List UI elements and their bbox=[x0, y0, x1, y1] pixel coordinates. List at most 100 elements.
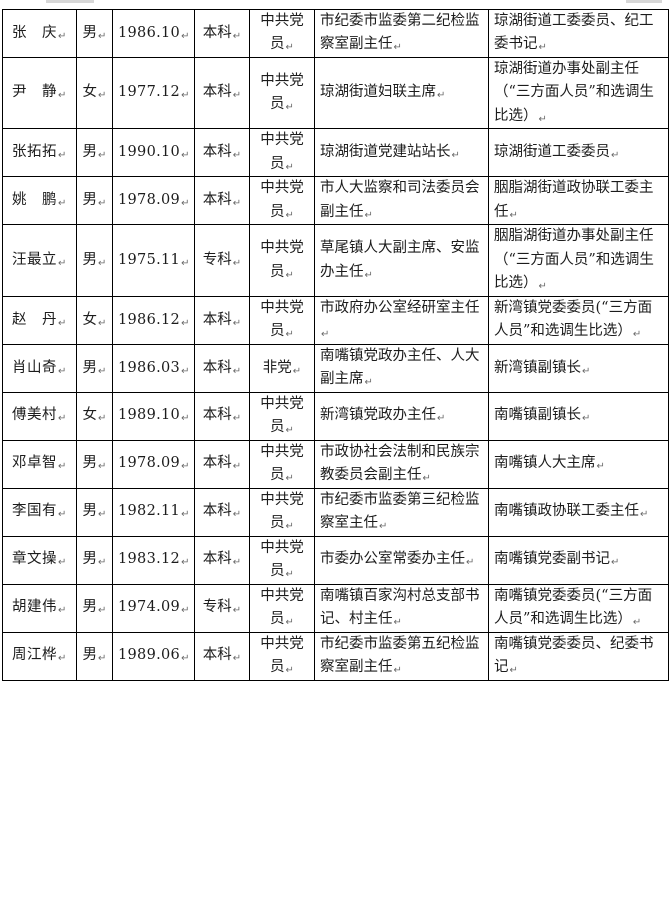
cell-text: 南嘴镇政协联工委主任 bbox=[494, 503, 639, 520]
paragraph-return-icon: ↵ bbox=[582, 365, 591, 377]
cell-birth: 1974.09↵ bbox=[112, 583, 195, 633]
paragraph-return-icon: ↵ bbox=[98, 509, 107, 521]
paragraph-return-icon: ↵ bbox=[292, 365, 302, 377]
paragraph-return-icon: ↵ bbox=[632, 329, 642, 341]
cell-edu: 本科↵ bbox=[194, 391, 250, 441]
cell-text: 1977.12 bbox=[118, 84, 181, 101]
cell-sex: 女↵ bbox=[76, 295, 113, 345]
cell-text: 张 庆 bbox=[12, 24, 58, 41]
cell-birth: 1978.09↵ bbox=[112, 439, 195, 489]
cell-text: 1990.10 bbox=[118, 144, 181, 161]
cell-sex: 女↵ bbox=[76, 56, 113, 130]
paragraph-return-icon: ↵ bbox=[538, 42, 547, 54]
cell-birth: 1986.12↵ bbox=[112, 295, 195, 345]
cell-current: 市人大监察和司法委员会副主任↵ bbox=[314, 176, 489, 226]
paragraph-return-icon: ↵ bbox=[285, 521, 294, 533]
cell-text: 1986.03 bbox=[118, 359, 181, 376]
paragraph-return-icon: ↵ bbox=[98, 90, 107, 102]
paragraph-return-icon: ↵ bbox=[232, 257, 242, 269]
paragraph-return-icon: ↵ bbox=[232, 365, 242, 377]
cell-new: 南嘴镇副镇长↵ bbox=[488, 391, 669, 441]
cell-birth: 1978.09↵ bbox=[112, 176, 195, 226]
paragraph-return-icon: ↵ bbox=[232, 605, 242, 617]
cell-sex: 男↵ bbox=[76, 128, 113, 178]
cell-text: 南嘴镇党政办主任、人大副主席 bbox=[320, 347, 480, 388]
personnel-roster-table: 张 庆↵ 男↵ 1986.10↵ 本科↵ 中共党员↵ 市纪委市监委第二纪检监察室副主任↵ 琼… bbox=[2, 9, 669, 681]
cell-text: 女 bbox=[82, 84, 98, 101]
cell-text: 专科 bbox=[202, 251, 232, 268]
paragraph-return-icon: ↵ bbox=[181, 257, 190, 269]
cell-sex: 男↵ bbox=[76, 343, 113, 393]
cell-current: 市政府办公室经研室主任 ↵ bbox=[314, 295, 489, 345]
cell-text: 姚 鹏 bbox=[12, 192, 58, 209]
paragraph-return-icon: ↵ bbox=[181, 413, 190, 425]
paragraph-return-icon: ↵ bbox=[232, 150, 242, 162]
cell-text: 本科 bbox=[202, 144, 232, 161]
cell-current: 南嘴镇百家沟村总支部书记、村主任↵ bbox=[314, 583, 489, 633]
cell-text: 1974.09 bbox=[118, 599, 181, 616]
cell-text: 本科 bbox=[202, 192, 232, 209]
paragraph-return-icon: ↵ bbox=[232, 90, 242, 102]
paragraph-return-icon: ↵ bbox=[364, 377, 373, 389]
cell-new: 南嘴镇党委委员、纪委书记↵ bbox=[488, 631, 669, 681]
page-top-remnant-mark-right bbox=[626, 0, 662, 3]
cell-text: 本科 bbox=[202, 407, 232, 424]
cell-name: 章文操↵ bbox=[2, 535, 77, 585]
paragraph-return-icon: ↵ bbox=[393, 617, 402, 629]
paragraph-return-icon: ↵ bbox=[181, 557, 190, 569]
paragraph-return-icon: ↵ bbox=[181, 90, 190, 102]
table-row: 赵 丹↵ 女↵ 1986.12↵ 本科↵ 中共党员↵ 市政府办公室经研室主任↵ 新湾镇党委委… bbox=[2, 295, 669, 345]
paragraph-return-icon: ↵ bbox=[640, 509, 649, 521]
paragraph-return-icon: ↵ bbox=[58, 90, 67, 102]
cell-text: 本科 bbox=[202, 455, 232, 472]
cell-text: 南嘴镇副镇长 bbox=[494, 407, 581, 424]
cell-edu: 本科↵ bbox=[194, 487, 250, 537]
cell-text: 琼湖街道工委委员、纪工委书记 bbox=[494, 13, 654, 53]
cell-text: 李国有 bbox=[12, 503, 58, 520]
paragraph-return-icon: ↵ bbox=[285, 329, 294, 341]
cell-text: 南嘴镇人大主席 bbox=[494, 455, 596, 472]
cell-new: 琼湖街道工委委员、纪工委书记↵ bbox=[488, 9, 669, 58]
cell-text: 男 bbox=[82, 455, 98, 472]
cell-birth: 1983.12↵ bbox=[112, 535, 195, 585]
cell-name: 姚 鹏↵ bbox=[2, 176, 77, 226]
cell-new: 胭脂湖街道办事处副主任（“三方面人员”和选调生比选）↵ bbox=[488, 224, 669, 297]
cell-text: 琼湖街道办事处副主任（“三方面人员”和选调生比选） bbox=[494, 60, 654, 124]
cell-party: 中共党员↵ bbox=[249, 439, 315, 489]
cell-new: 琼湖街道工委委员↵ bbox=[488, 128, 669, 178]
paragraph-return-icon: ↵ bbox=[285, 665, 294, 677]
cell-party: 中共党员↵ bbox=[249, 176, 315, 226]
cell-party: 中共党员↵ bbox=[249, 535, 315, 585]
cell-name: 张拓拓↵ bbox=[2, 128, 77, 178]
cell-text: 南嘴镇党委委员、纪委书记 bbox=[494, 635, 654, 676]
paragraph-return-icon: ↵ bbox=[422, 473, 431, 485]
cell-birth: 1990.10↵ bbox=[112, 128, 195, 178]
cell-text: 男 bbox=[82, 551, 98, 568]
cell-name: 张 庆↵ bbox=[2, 9, 77, 58]
cell-edu: 本科↵ bbox=[194, 439, 250, 489]
cell-text: 中共党员 bbox=[260, 240, 304, 280]
table-row: 张拓拓↵ 男↵ 1990.10↵ 本科↵ 中共党员↵ 琼湖街道党建站站长↵ 琼湖街道工委委员… bbox=[2, 128, 669, 178]
cell-text: 中共党员 bbox=[260, 443, 304, 484]
paragraph-return-icon: ↵ bbox=[58, 150, 67, 162]
cell-sex: 男↵ bbox=[76, 9, 113, 58]
paragraph-return-icon: ↵ bbox=[181, 509, 190, 521]
cell-text: 本科 bbox=[202, 647, 232, 664]
cell-current: 新湾镇党政办主任↵ bbox=[314, 391, 489, 441]
paragraph-return-icon: ↵ bbox=[611, 557, 620, 569]
cell-text: 胭脂湖街道政协联工委主任 bbox=[494, 180, 654, 220]
cell-text: 琼湖街道工委委员 bbox=[494, 144, 610, 161]
roster-body: 张 庆↵ 男↵ 1986.10↵ 本科↵ 中共党员↵ 市纪委市监委第二纪检监察室副主任↵ 琼… bbox=[2, 9, 669, 681]
cell-edu: 本科↵ bbox=[194, 343, 250, 393]
paragraph-return-icon: ↵ bbox=[98, 557, 107, 569]
paragraph-return-icon: ↵ bbox=[582, 413, 591, 425]
cell-text: 本科 bbox=[202, 359, 232, 376]
cell-text: 市委办公室常委办主任 bbox=[320, 551, 465, 568]
paragraph-return-icon: ↵ bbox=[285, 102, 294, 114]
paragraph-return-icon: ↵ bbox=[393, 665, 402, 677]
paragraph-return-icon: ↵ bbox=[379, 521, 388, 533]
paragraph-return-icon: ↵ bbox=[393, 42, 402, 54]
cell-new: 琼湖街道办事处副主任（“三方面人员”和选调生比选）↵ bbox=[488, 56, 669, 130]
cell-sex: 男↵ bbox=[76, 176, 113, 226]
